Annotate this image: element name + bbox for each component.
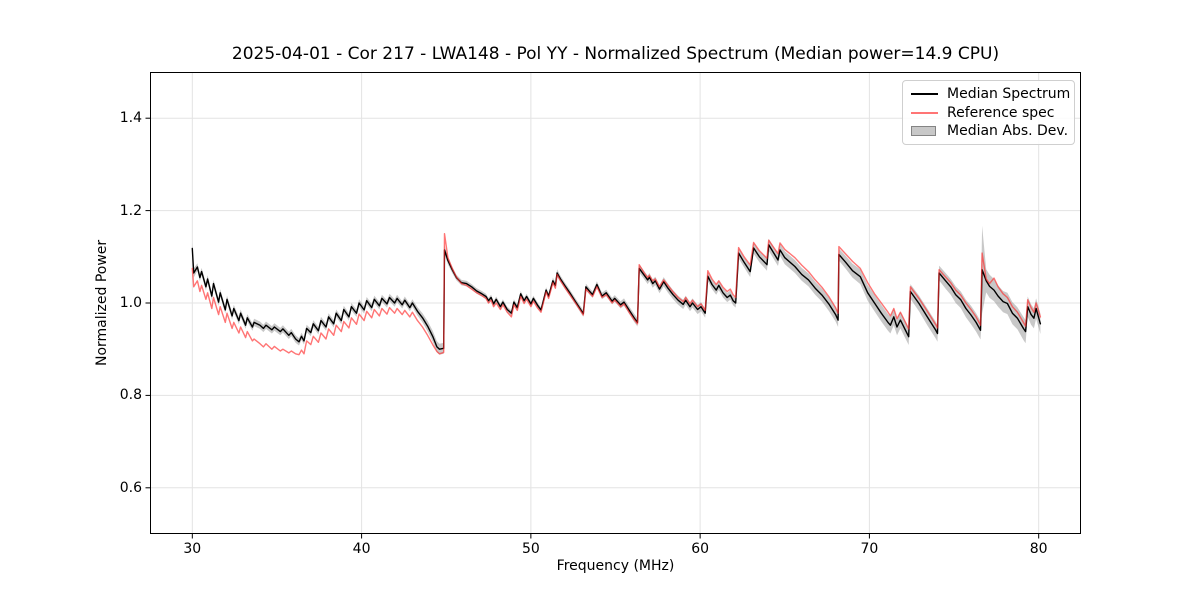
y-tick-label: 1.4 xyxy=(119,110,142,127)
y-tick-label: 0.6 xyxy=(119,479,142,496)
axes-spines xyxy=(150,72,1081,534)
mad-band xyxy=(192,225,1041,355)
legend-label: Median Spectrum xyxy=(947,85,1071,102)
x-tick-label: 70 xyxy=(860,541,879,557)
reference-line-swatch xyxy=(911,111,947,114)
chart-title: 2025-04-01 - Cor 217 - LWA148 - Pol YY -… xyxy=(231,44,1000,64)
y-tick-label: 1.2 xyxy=(119,202,142,219)
legend-label: Reference spec xyxy=(947,104,1055,121)
x-tick-label: 60 xyxy=(691,541,710,557)
reference-spectrum-line xyxy=(191,232,1042,356)
y-tick-label: 1.0 xyxy=(119,295,142,311)
x-tick-label: 40 xyxy=(352,541,371,557)
x-tick-label: 30 xyxy=(183,541,202,557)
legend-label: Median Abs. Dev. xyxy=(947,123,1069,140)
legend-entry-reference-spec: Reference spec xyxy=(911,104,1066,122)
legend-entry-median-spectrum: Median Spectrum xyxy=(911,85,1070,103)
mad-band-swatch xyxy=(911,126,947,137)
legend: Median Spectrum Reference spec Median Ab… xyxy=(902,80,1075,145)
x-tick-label: 50 xyxy=(521,541,540,557)
median-line-swatch xyxy=(911,92,947,95)
legend-entry-median-abs-dev: Median Abs. Dev. xyxy=(911,122,1069,140)
x-axis-label: Frequency (MHz) xyxy=(556,558,675,574)
y-tick-label: 0.8 xyxy=(119,387,142,404)
median-spectrum-line xyxy=(191,244,1042,350)
x-tick-label: 80 xyxy=(1029,541,1048,557)
